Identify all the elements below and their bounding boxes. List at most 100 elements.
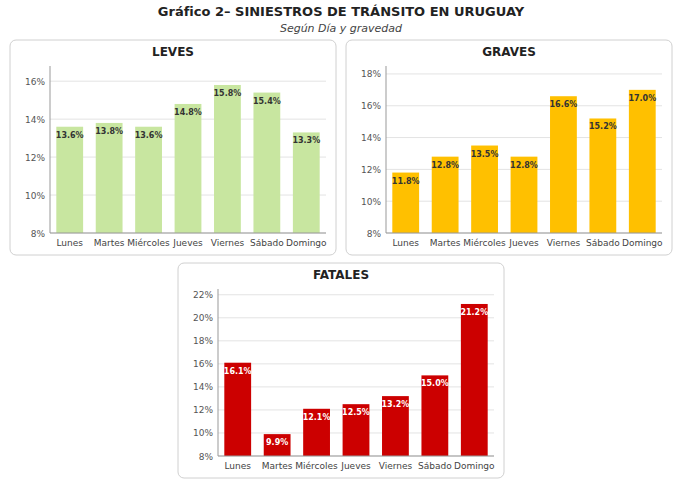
data-label: 12.5% (342, 408, 370, 417)
figure-subtitle: Según Día y gravedad (280, 22, 403, 35)
bar (214, 85, 241, 233)
y-tick-label: 10% (25, 191, 45, 201)
y-axis-line (50, 66, 51, 233)
y-tick-label: 16% (25, 77, 45, 87)
x-tick-label: Jueves (508, 238, 539, 248)
x-tick-label: Domingo (622, 238, 663, 248)
grid-line (218, 294, 494, 295)
grid-line (50, 81, 326, 82)
x-tick-label: Jueves (172, 238, 203, 248)
data-label: 21.2% (460, 308, 488, 317)
bars (224, 304, 487, 456)
x-tick-label: Jueves (340, 461, 371, 471)
x-tick-label: Martes (430, 238, 461, 248)
grid-line (50, 233, 326, 234)
y-axis-line (218, 289, 219, 456)
data-label: 13.8% (95, 127, 123, 136)
bar (56, 127, 83, 233)
x-tick-label: Martes (94, 238, 125, 248)
panel: LEVES8%10%12%14%16%13.6%13.8%13.6%14.8%1… (10, 40, 336, 255)
grid-line (218, 317, 494, 318)
data-label: 15.0% (421, 379, 449, 388)
data-label: 12.8% (431, 161, 459, 170)
y-axis-line (386, 66, 387, 233)
data-label: 14.8% (174, 108, 202, 117)
data-label: 9.9% (266, 438, 288, 447)
x-tick-label: Viernes (379, 461, 413, 471)
grid-line (386, 73, 662, 74)
figure-title: Gráfico 2– SINIESTROS DE TRÁNSITO EN URU… (158, 4, 525, 19)
y-tick-label: 12% (193, 405, 213, 415)
bar (264, 434, 291, 456)
data-label: 13.6% (135, 131, 163, 140)
data-label: 15.4% (253, 97, 281, 106)
y-tick-label: 14% (193, 382, 213, 392)
y-tick-label: 10% (193, 428, 213, 438)
grid-line (218, 456, 494, 457)
bar (421, 375, 448, 456)
bar (96, 123, 123, 233)
panel-frame (178, 263, 504, 478)
bar (382, 396, 409, 456)
grid-line (218, 340, 494, 341)
y-tick-label: 8% (31, 229, 46, 239)
bar (550, 96, 577, 233)
data-label: 15.2% (589, 122, 617, 131)
data-label: 13.6% (56, 131, 84, 140)
grid-line (218, 386, 494, 387)
bar (432, 157, 459, 233)
data-label: 16.6% (550, 100, 578, 109)
bar (511, 157, 538, 233)
data-label: 12.8% (510, 161, 538, 170)
y-tick-label: 14% (361, 133, 381, 143)
y-tick-label: 18% (193, 336, 213, 346)
grid-line (386, 105, 662, 106)
data-label: 13.3% (292, 136, 320, 145)
bar (253, 93, 280, 233)
bar (629, 90, 656, 233)
chart-root: Gráfico 2– SINIESTROS DE TRÁNSITO EN URU… (0, 0, 682, 486)
x-tick-label: Domingo (286, 238, 327, 248)
grid-line (386, 233, 662, 234)
panel-title: GRAVES (482, 45, 536, 59)
data-label: 15.8% (214, 89, 242, 98)
y-tick-label: 10% (361, 197, 381, 207)
bar (461, 304, 488, 456)
grid-line (218, 363, 494, 364)
x-axis-line (218, 456, 494, 457)
bars (56, 85, 319, 233)
x-tick-label: Sábado (586, 238, 620, 248)
data-label: 16.1% (224, 367, 252, 376)
x-axis-line (386, 233, 662, 234)
bar (175, 104, 202, 233)
y-tick-label: 12% (25, 153, 45, 163)
y-tick-label: 20% (193, 313, 213, 323)
panel-frame (10, 40, 336, 255)
x-tick-label: Domingo (454, 461, 495, 471)
x-tick-label: Lunes (224, 461, 251, 471)
bar (224, 363, 251, 456)
bar (293, 132, 320, 233)
x-tick-label: Martes (262, 461, 293, 471)
data-label: 13.2% (382, 400, 410, 409)
bar (392, 173, 419, 233)
y-tick-label: 12% (361, 165, 381, 175)
y-tick-label: 16% (193, 359, 213, 369)
bar (471, 146, 498, 233)
x-tick-label: Lunes (56, 238, 83, 248)
data-label: 13.5% (471, 150, 499, 159)
y-tick-label: 16% (361, 101, 381, 111)
bar (135, 127, 162, 233)
x-tick-label: Miércoles (295, 461, 338, 471)
x-tick-label: Viernes (547, 238, 581, 248)
panel-title: FATALES (313, 268, 369, 282)
background (0, 0, 682, 486)
data-label: 17.0% (628, 94, 656, 103)
x-tick-label: Lunes (392, 238, 419, 248)
grid-line (386, 137, 662, 138)
panel-frame (346, 40, 672, 255)
data-label: 11.8% (392, 177, 420, 186)
data-label: 12.1% (303, 413, 331, 422)
x-tick-label: Miércoles (463, 238, 506, 248)
bar (303, 409, 330, 456)
